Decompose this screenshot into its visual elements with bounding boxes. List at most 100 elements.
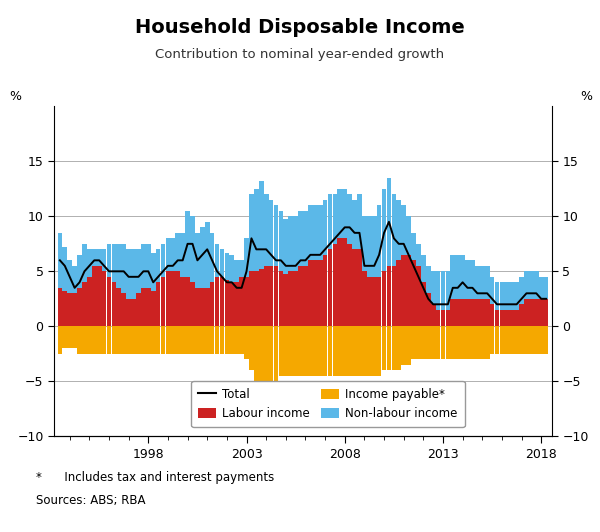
Bar [146, 326, 151, 354]
Bar [519, 304, 524, 326]
Bar [235, 260, 239, 282]
Bar [175, 233, 180, 271]
Bar [62, 247, 67, 291]
Bar [401, 205, 406, 255]
Bar [77, 255, 82, 288]
Bar [274, 205, 278, 266]
Bar [401, 255, 406, 326]
Bar [87, 250, 92, 277]
Bar [500, 282, 504, 310]
Bar [411, 326, 416, 359]
Bar [205, 222, 209, 288]
Bar [490, 277, 494, 304]
Bar [500, 326, 504, 354]
Bar [505, 310, 509, 326]
Bar [337, 326, 342, 376]
Bar [494, 282, 499, 310]
Bar [293, 217, 298, 271]
Bar [249, 194, 254, 271]
Bar [352, 250, 357, 326]
Bar [136, 250, 141, 293]
Bar [308, 260, 313, 326]
Bar [126, 250, 131, 299]
Bar [332, 244, 337, 326]
Bar [161, 277, 166, 326]
Bar [347, 194, 352, 244]
Bar [283, 219, 288, 273]
Text: %: % [580, 90, 592, 103]
Bar [337, 189, 342, 238]
Bar [215, 244, 220, 277]
Bar [82, 282, 87, 326]
Bar [298, 326, 303, 376]
Bar [347, 244, 352, 326]
Bar [357, 326, 362, 376]
Bar [352, 200, 357, 250]
Bar [544, 277, 548, 299]
Bar [156, 326, 160, 354]
Bar [485, 266, 490, 299]
Bar [259, 181, 263, 269]
Bar [146, 288, 151, 326]
Bar [529, 299, 534, 326]
Bar [274, 266, 278, 326]
Bar [367, 277, 371, 326]
Bar [249, 326, 254, 370]
Bar [313, 260, 317, 326]
Bar [215, 277, 220, 326]
Bar [524, 326, 529, 354]
Bar [509, 310, 514, 326]
Bar [328, 250, 332, 326]
Bar [298, 211, 303, 266]
Bar [451, 326, 455, 359]
Bar [470, 326, 475, 359]
Bar [544, 299, 548, 326]
Bar [205, 326, 209, 354]
Bar [539, 299, 544, 326]
Bar [112, 282, 116, 326]
Bar [480, 266, 485, 299]
Bar [224, 253, 229, 280]
Bar [357, 194, 362, 250]
Bar [416, 266, 421, 326]
Bar [514, 282, 519, 310]
Bar [112, 326, 116, 354]
Bar [151, 326, 155, 354]
Bar [519, 326, 524, 354]
Bar [372, 326, 377, 376]
Bar [451, 255, 455, 299]
Bar [509, 282, 514, 310]
Bar [161, 244, 166, 277]
Bar [382, 326, 386, 370]
Bar [392, 326, 396, 370]
Bar [289, 326, 293, 376]
Bar [494, 310, 499, 326]
Bar [170, 238, 175, 271]
Bar [195, 233, 200, 288]
Bar [185, 277, 190, 326]
Bar [269, 266, 274, 326]
Bar [386, 266, 391, 326]
Bar [323, 200, 328, 255]
Bar [116, 288, 121, 326]
Bar [116, 326, 121, 354]
Bar [308, 205, 313, 260]
Bar [58, 233, 62, 288]
Bar [239, 277, 244, 326]
Bar [514, 326, 519, 354]
Bar [195, 326, 200, 354]
Bar [431, 271, 436, 304]
Bar [539, 326, 544, 354]
Bar [534, 271, 539, 299]
Bar [470, 260, 475, 299]
Bar [200, 288, 205, 326]
Text: %: % [9, 90, 21, 103]
Bar [82, 326, 87, 354]
Bar [283, 273, 288, 326]
Bar [166, 238, 170, 271]
Bar [72, 266, 77, 293]
Bar [519, 277, 524, 304]
Bar [224, 280, 229, 326]
Bar [480, 299, 485, 326]
Bar [505, 282, 509, 310]
